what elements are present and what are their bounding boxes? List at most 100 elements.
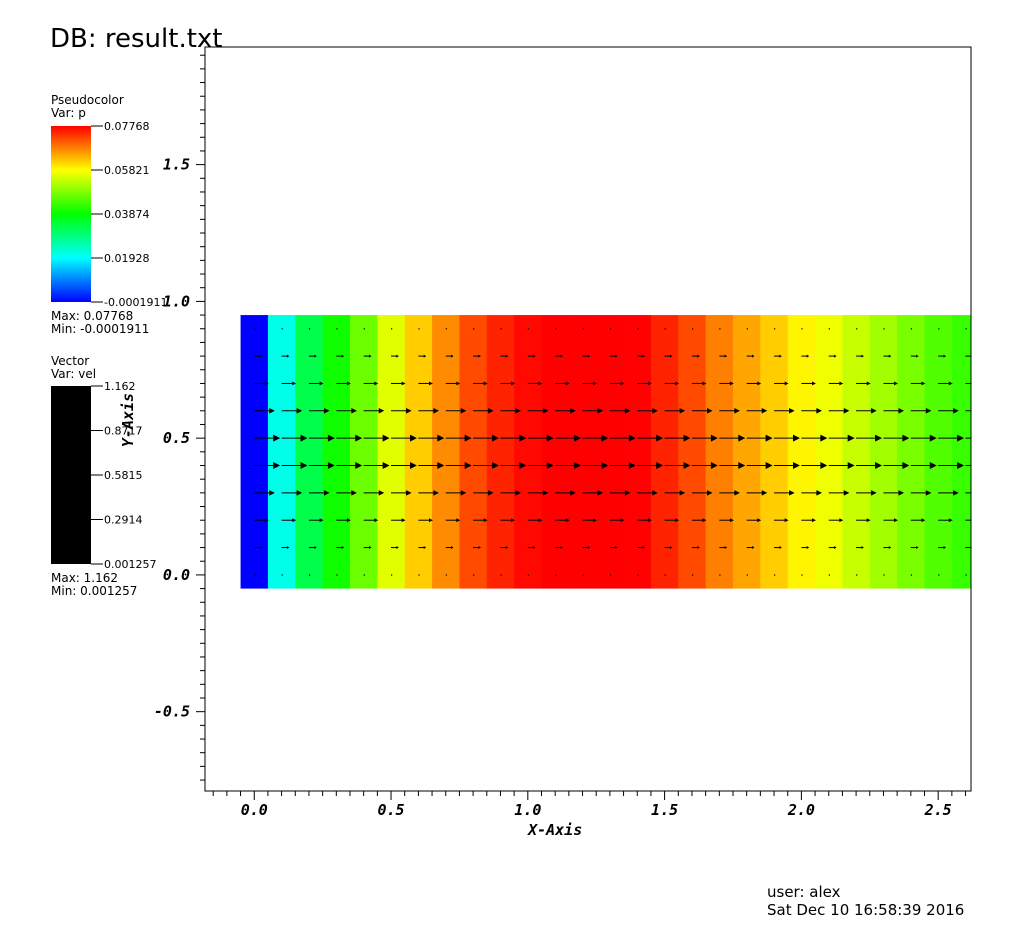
vector-arrow xyxy=(363,490,385,496)
vector-arrow xyxy=(637,381,652,386)
vector-arrow xyxy=(664,434,691,442)
vector-arrow xyxy=(719,381,734,386)
vector-head xyxy=(948,518,953,523)
vector-arrow xyxy=(418,518,433,523)
vector-arrow xyxy=(965,437,971,439)
vector-head xyxy=(642,354,646,358)
vector-arrow xyxy=(774,381,789,386)
vector-head xyxy=(843,490,850,496)
vector-arrow xyxy=(500,462,527,469)
vector-head xyxy=(981,408,987,414)
vector-arrow xyxy=(254,462,281,469)
vector-arrow xyxy=(418,546,427,550)
vector-arrow xyxy=(856,354,864,358)
vector-arrow xyxy=(473,462,500,469)
vector-arrow xyxy=(910,546,919,550)
vector-arrow xyxy=(308,546,317,550)
vector-arrow xyxy=(856,546,864,550)
vector-arrow xyxy=(883,434,910,442)
vector-head xyxy=(751,354,755,358)
vector-arrow xyxy=(527,490,549,496)
vector-head xyxy=(483,518,488,523)
vector-head xyxy=(820,434,828,442)
vector-head xyxy=(669,354,673,358)
vector-arrow xyxy=(500,381,515,386)
vector-layer xyxy=(254,328,987,576)
vector-head xyxy=(792,434,800,442)
heatmap-cell xyxy=(349,315,378,589)
vector-head xyxy=(341,354,345,358)
vector-head xyxy=(382,462,390,469)
vector-arrow xyxy=(336,462,363,469)
vector-arrow xyxy=(938,546,946,550)
vector-head xyxy=(888,546,892,550)
vector-arrow xyxy=(719,518,734,523)
vector-head xyxy=(355,434,363,442)
vector-arrow xyxy=(965,465,971,466)
y-tick-label: -0.5 xyxy=(154,703,190,721)
vector-head xyxy=(437,462,445,469)
vector-arrow xyxy=(801,462,828,469)
vector-tick-label: 1.162 xyxy=(104,380,136,393)
vector-arrow xyxy=(828,408,850,414)
vector-arrow xyxy=(801,408,822,414)
vector-arrow xyxy=(527,328,530,330)
vector-head xyxy=(560,354,563,358)
vector-head xyxy=(683,462,691,469)
vector-arrow xyxy=(418,354,427,358)
vector-arrow xyxy=(555,574,557,576)
vector-head xyxy=(292,518,297,523)
vector-arrow xyxy=(910,434,937,442)
plot-frame xyxy=(204,46,972,792)
vector-arrow xyxy=(391,354,399,358)
x-tick-label: 0.0 xyxy=(241,801,268,819)
vector-head xyxy=(319,518,324,523)
vector-arrow xyxy=(965,408,987,414)
pseudocolor-legend-title: Pseudocolor xyxy=(51,93,124,107)
vector-arrow xyxy=(500,354,509,358)
heatmap-cell xyxy=(924,315,953,589)
vector-arrow xyxy=(965,519,971,521)
vector-arrow xyxy=(938,354,946,358)
vector-head xyxy=(396,546,399,550)
vector-head xyxy=(624,490,631,496)
vector-head xyxy=(902,434,910,442)
vector-arrow xyxy=(527,462,554,469)
vector-arrow xyxy=(336,354,345,358)
vector-arrow xyxy=(281,490,303,496)
vector-tick-label: 0.8717 xyxy=(104,425,143,438)
vector-arrow xyxy=(938,408,959,414)
vector-head xyxy=(894,381,898,386)
vector-arrow xyxy=(254,546,263,550)
vector-head xyxy=(898,490,905,496)
vector-head xyxy=(464,462,472,469)
vector-arrow xyxy=(582,546,591,550)
vector-head xyxy=(710,462,718,469)
vector-head xyxy=(601,462,609,469)
vector-arrow xyxy=(473,574,475,576)
vector-head xyxy=(437,434,445,442)
vector-head xyxy=(792,462,800,469)
vector-arrow xyxy=(828,354,837,358)
vector-arrow xyxy=(555,546,563,550)
vector-arrow xyxy=(308,381,324,386)
vector-arrow xyxy=(910,408,932,414)
vector-head xyxy=(478,546,481,550)
y-tick-label: 0.0 xyxy=(163,566,190,584)
vector-head xyxy=(533,546,536,550)
heatmap-cell xyxy=(760,315,789,589)
vector-head xyxy=(314,354,317,358)
vector-arrow xyxy=(391,434,417,442)
vector-arrow xyxy=(664,328,666,330)
vector-arrow xyxy=(308,490,330,496)
vector-head xyxy=(374,381,379,386)
vector-arrow xyxy=(445,490,467,496)
vector-arrow xyxy=(391,546,399,550)
vector-arrow xyxy=(910,381,926,386)
vector-head xyxy=(706,408,713,414)
vector-head xyxy=(729,381,734,386)
vector-head xyxy=(511,381,515,386)
vector-head xyxy=(346,518,351,523)
vector-head xyxy=(597,408,604,414)
vector-arrow xyxy=(609,462,636,469)
